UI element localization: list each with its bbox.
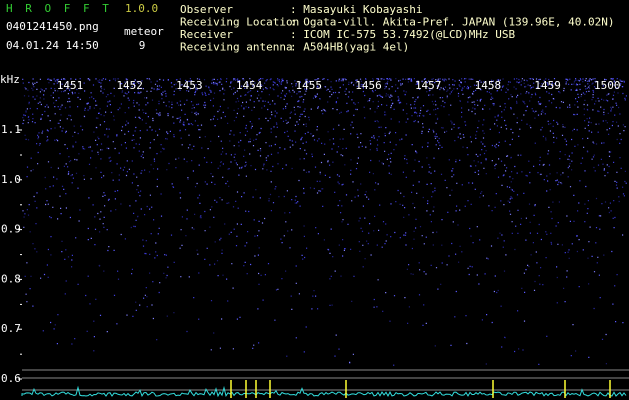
time-tick-label: 1500 bbox=[594, 79, 621, 92]
meteor-count: 9 bbox=[139, 39, 146, 52]
y-tick-label: 1.1 bbox=[1, 123, 21, 136]
y-tick-label: 0.7 bbox=[1, 322, 21, 335]
signal-trace bbox=[21, 385, 627, 398]
info-label: Receiving antenna bbox=[180, 41, 293, 54]
time-tick-label: 1456 bbox=[355, 79, 382, 92]
time-tick-label: 1455 bbox=[296, 79, 323, 92]
info-value: : Masayuki Kobayashi bbox=[290, 3, 422, 16]
time-tick-label: 1459 bbox=[534, 79, 561, 92]
app-version: 1.0.0 bbox=[125, 2, 158, 15]
info-value: : ICOM IC-575 53.7492(@LCD)MHz USB bbox=[290, 28, 516, 41]
y-tick-label: 0.9 bbox=[1, 223, 21, 236]
info-value: : A504HB(yagi 4el) bbox=[290, 41, 409, 54]
time-tick-label: 1451 bbox=[57, 79, 84, 92]
meteor-label: meteor bbox=[124, 25, 164, 38]
time-tick-label: 1457 bbox=[415, 79, 442, 92]
y-tick-label: 1.0 bbox=[1, 173, 21, 186]
y-tick-label: 0.6 bbox=[1, 372, 21, 385]
y-unit: kHz bbox=[0, 73, 20, 86]
info-label: Observer bbox=[180, 3, 233, 16]
info-value: : Ogata-vill. Akita-Pref. JAPAN (139.96E… bbox=[290, 16, 615, 29]
info-label: Receiver bbox=[180, 28, 233, 41]
y-tick-label: 0.8 bbox=[1, 272, 21, 285]
time-tick-label: 1453 bbox=[176, 79, 203, 92]
info-label: Receiving Location bbox=[180, 16, 299, 29]
time-tick-label: 1458 bbox=[475, 79, 502, 92]
time-tick-label: 1452 bbox=[116, 79, 143, 92]
datetime: 04.01.24 14:50 bbox=[6, 39, 99, 52]
app-name: H R O F F T bbox=[6, 2, 112, 15]
time-tick-label: 1454 bbox=[236, 79, 263, 92]
file-name: 0401241450.png bbox=[6, 20, 99, 33]
